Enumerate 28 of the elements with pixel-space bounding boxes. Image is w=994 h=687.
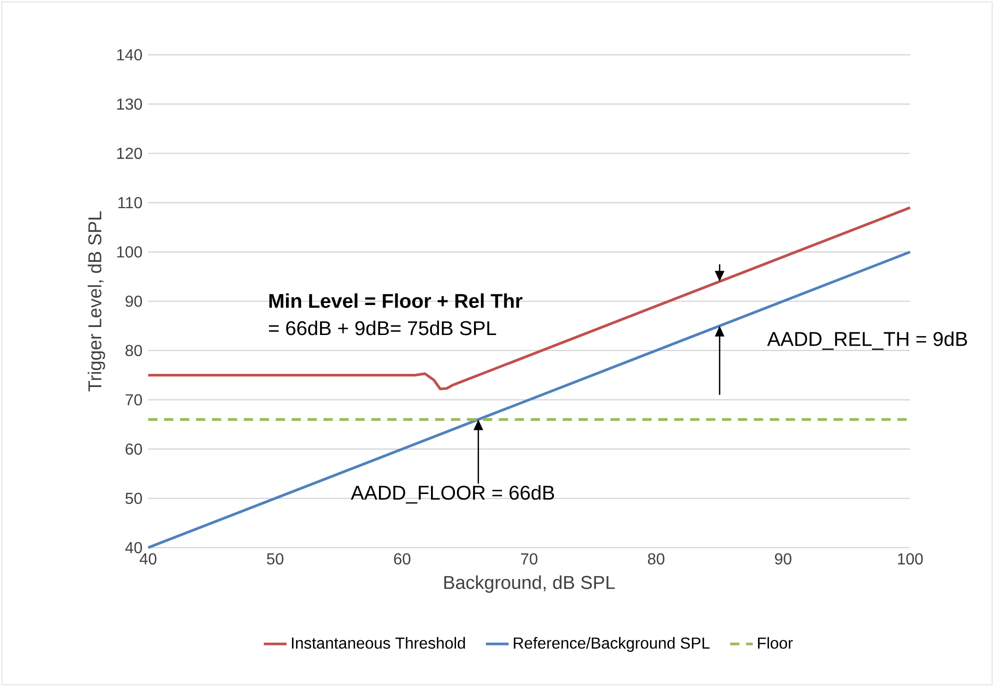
x-tick-label: 70 (521, 553, 538, 565)
y-tick-label: 70 (126, 394, 142, 406)
y-tick-label: 60 (126, 444, 142, 455)
y-tick-label: 50 (125, 492, 142, 504)
annotation: AADD_REL_TH = 9dB (767, 332, 968, 350)
annotation: AADD_FLOOR = 66dB (350, 485, 554, 504)
y-axis-title: Trigger Level, dB SPL (88, 211, 106, 392)
y-tick-label: 130 (117, 98, 142, 110)
x-axis-title: Background, dB SPL (444, 576, 615, 593)
annotation: = 66dB + 9dB= 75dB SPL (269, 320, 496, 336)
y-tick-label: 120 (117, 148, 142, 160)
x-tick-label: 40 (140, 553, 156, 565)
legend-label: Floor (758, 637, 793, 649)
y-tick-label: 80 (126, 345, 142, 356)
x-tick-label: 80 (648, 553, 664, 565)
y-tick-label: 40 (125, 542, 142, 554)
x-tick-label: 50 (266, 553, 284, 565)
annotation: Min Level = Floor + Rel Thr (269, 293, 522, 308)
x-tick-label: 60 (394, 553, 410, 565)
y-tick-label: 140 (117, 49, 142, 61)
legend-label: Reference/Background SPL (514, 637, 710, 652)
y-tick-label: 110 (118, 197, 142, 208)
legend-label: Instantaneous Threshold (292, 637, 465, 649)
y-tick-label: 100 (117, 246, 142, 258)
x-tick-label: 100 (898, 553, 923, 565)
line-series (146, 206, 912, 390)
y-tick-label: 90 (126, 296, 142, 307)
x-tick-label: 90 (775, 553, 792, 565)
